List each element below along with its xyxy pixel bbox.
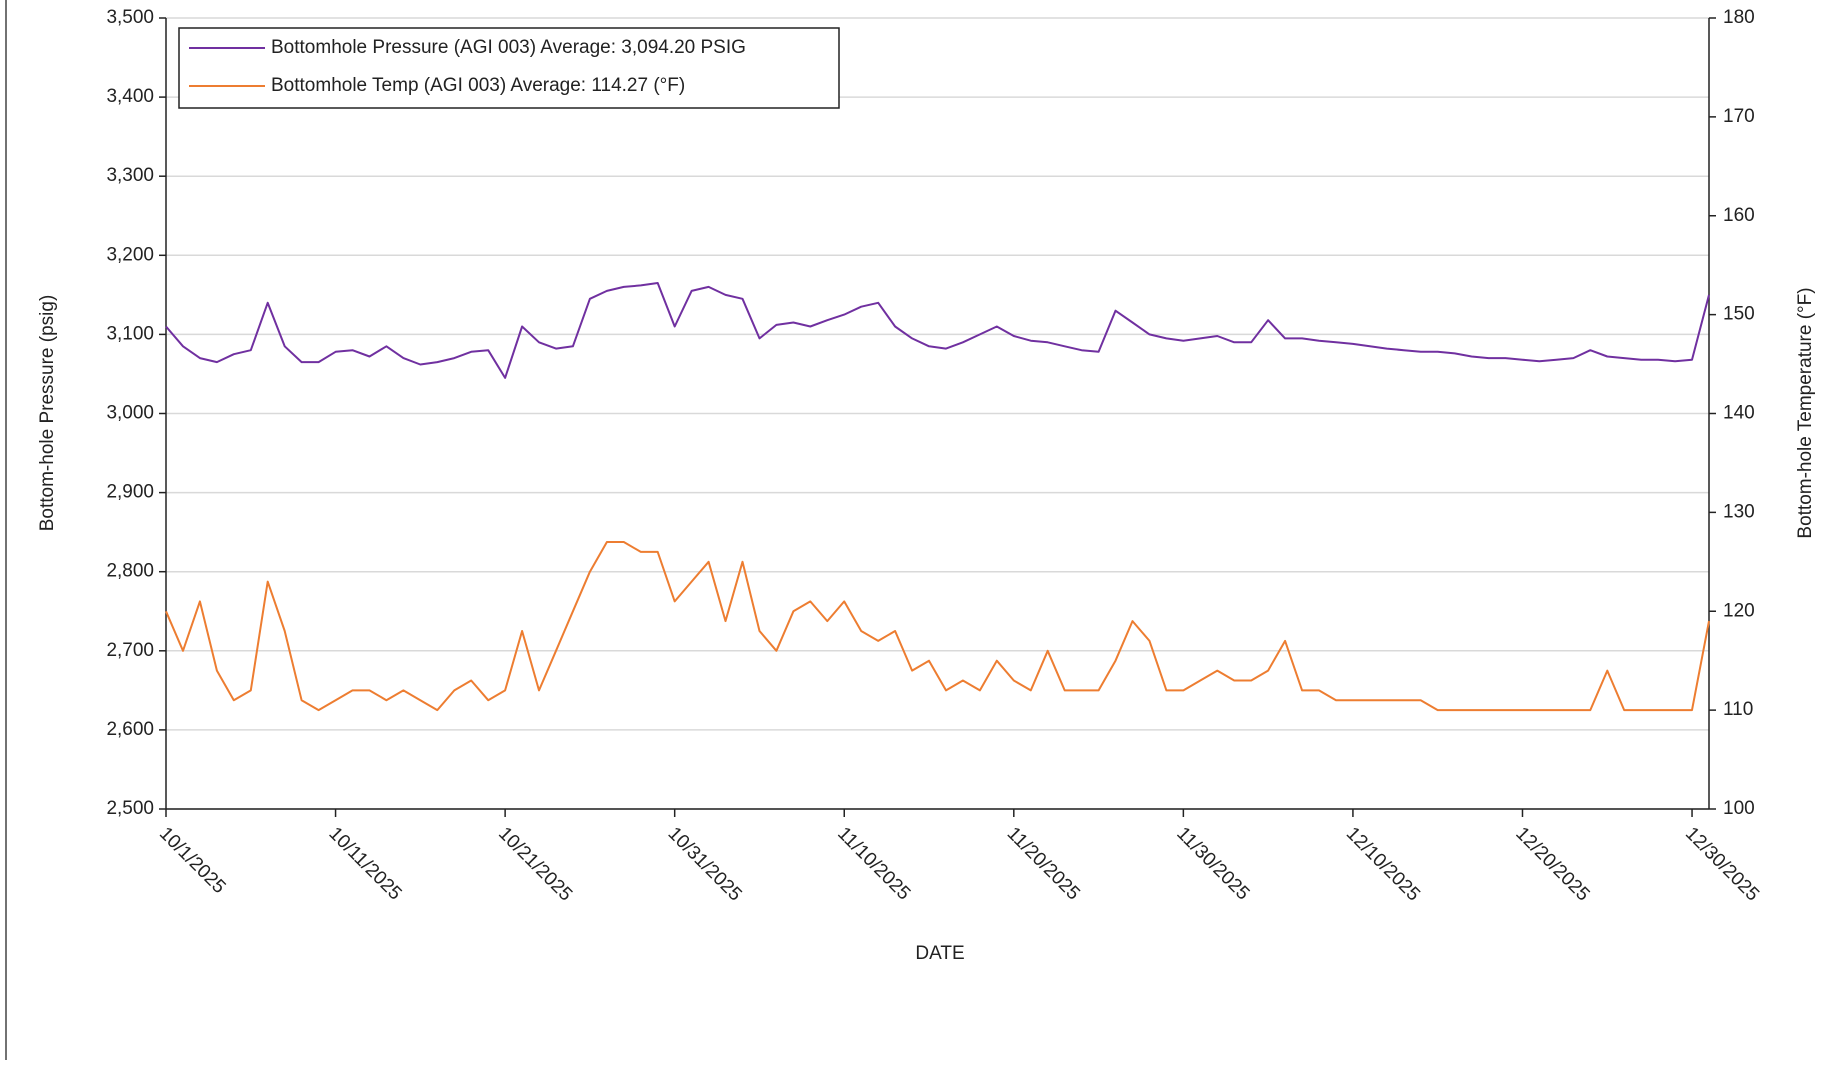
y-axis-title: Bottom-hole Pressure (psig) [37, 295, 58, 532]
y-tick-label: 3,100 [106, 323, 154, 344]
y2-axis-title: Bottom-hole Temperature (°F) [1795, 287, 1816, 538]
x-tick-label: 12/10/2025 [1342, 823, 1424, 905]
x-axis-title: DATE [915, 943, 964, 964]
y-tick-label: 2,800 [106, 561, 154, 582]
y2-tick-label: 170 [1723, 106, 1755, 127]
x-tick-label: 10/31/2025 [664, 823, 746, 905]
x-tick-label: 10/21/2025 [494, 823, 576, 905]
legend-box [178, 27, 840, 109]
x-tick-label: 11/10/2025 [833, 823, 914, 904]
x-tick-label: 10/11/2025 [324, 823, 405, 904]
y2-tick-label: 140 [1723, 403, 1755, 424]
y2-tick-label: 110 [1723, 699, 1753, 720]
legend-label: Bottomhole Pressure (AGI 003) Average: 3… [271, 37, 746, 58]
x-tick-label: 12/20/2025 [1511, 823, 1593, 905]
y-tick-label: 3,500 [106, 7, 154, 28]
data-line [165, 282, 1710, 379]
legend-label: Bottomhole Temp (AGI 003) Average: 114.2… [271, 75, 685, 96]
y-tick-label: 3,000 [106, 403, 154, 424]
y-tick-label: 2,900 [106, 482, 154, 503]
y-tick-label: 3,300 [106, 165, 154, 186]
x-tick-label: 12/30/2025 [1681, 823, 1763, 905]
y2-tick-label: 180 [1723, 7, 1755, 28]
y2-tick-label: 150 [1723, 304, 1755, 325]
y-tick-label: 2,500 [106, 798, 154, 819]
y-tick-label: 3,400 [106, 86, 154, 107]
y-tick-label: 2,700 [106, 640, 154, 661]
x-tick-label: 11/20/2025 [1003, 823, 1084, 904]
x-tick-label: 11/30/2025 [1172, 823, 1253, 904]
y2-tick-label: 120 [1723, 600, 1755, 621]
y2-tick-label: 130 [1723, 501, 1755, 522]
x-tick-label: 10/1/2025 [155, 823, 230, 898]
y-tick-label: 2,600 [106, 719, 154, 740]
y-tick-label: 3,200 [106, 244, 154, 265]
data-line [165, 541, 1710, 712]
y2-tick-label: 100 [1723, 798, 1755, 819]
y2-tick-label: 160 [1723, 205, 1755, 226]
